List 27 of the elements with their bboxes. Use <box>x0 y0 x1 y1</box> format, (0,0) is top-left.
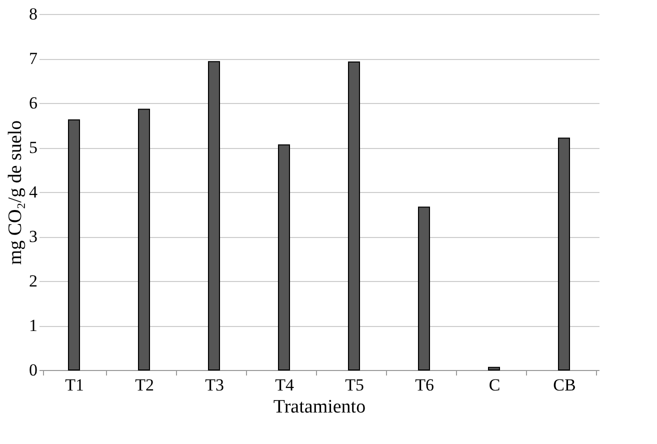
x-axis-title: Tratamiento <box>273 396 366 418</box>
bar <box>278 144 290 370</box>
y-axis-title: mg CO₂/g de suelo <box>5 120 26 265</box>
x-tick-label: T6 <box>415 376 434 394</box>
bar <box>348 62 360 370</box>
bar <box>558 138 570 370</box>
x-tick-label: T4 <box>275 376 294 394</box>
y-tick-label: 0 <box>29 360 38 380</box>
y-tick-label: 4 <box>29 182 38 202</box>
y-tick-label: 8 <box>29 4 38 24</box>
x-tick-label: T1 <box>65 376 84 394</box>
bar <box>488 366 500 370</box>
y-tick-label: 2 <box>29 272 38 290</box>
bar <box>418 206 430 370</box>
x-tick-label: T5 <box>345 376 364 394</box>
x-tick-label: T3 <box>205 376 224 394</box>
x-tick-label: C <box>488 376 500 394</box>
x-tick-label: CB <box>553 376 576 394</box>
y-tick-label: 7 <box>29 49 38 68</box>
x-tick-label: T2 <box>135 376 154 394</box>
bar <box>208 61 220 370</box>
bar <box>68 119 80 370</box>
bar <box>138 108 150 370</box>
y-tick-label: 3 <box>29 227 38 246</box>
y-tick-label: 5 <box>29 138 38 157</box>
y-tick-label: 1 <box>29 316 38 335</box>
y-tick-label: 6 <box>29 94 38 112</box>
